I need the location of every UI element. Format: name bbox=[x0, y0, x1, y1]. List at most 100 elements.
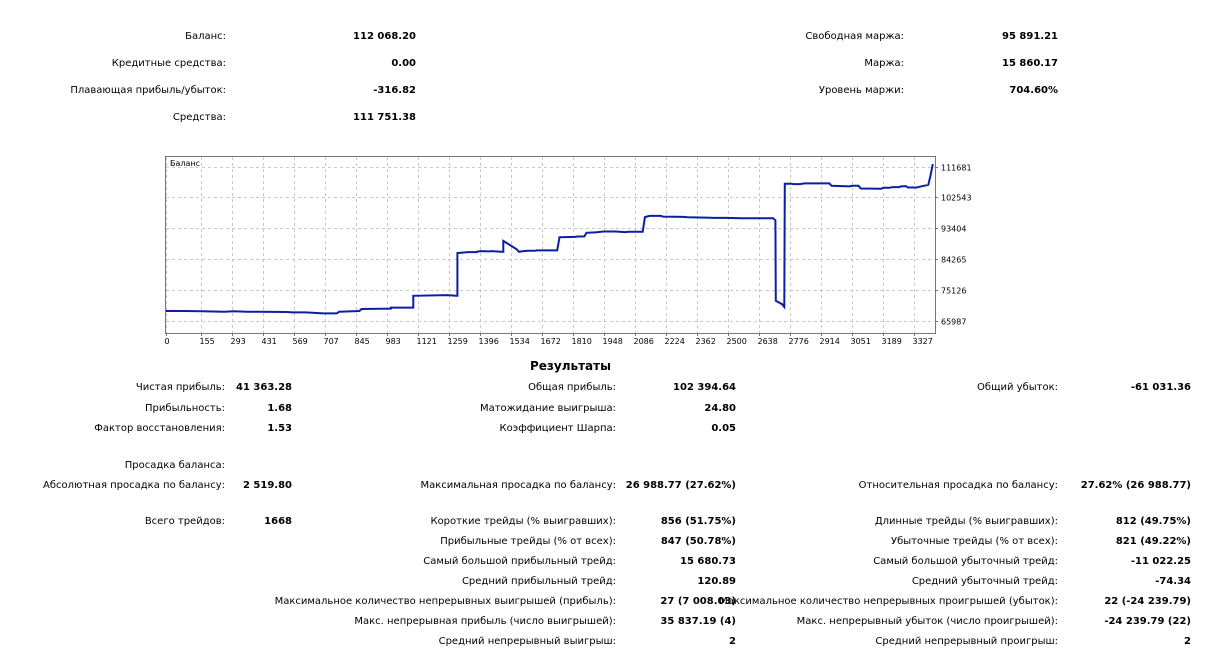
margin-value: 15 860.17 bbox=[1002, 58, 1058, 69]
largest-profit-value: 15 680.73 bbox=[680, 556, 736, 567]
gross-profit-label: Общая прибыль: bbox=[528, 382, 616, 393]
max-consec-losses-label: Максимальное количество непрерывных прои… bbox=[719, 596, 1058, 607]
recovery-factor-label: Фактор восстановления: bbox=[94, 423, 225, 434]
x-tick-label: 3327 bbox=[913, 337, 933, 346]
x-tick-label: 3051 bbox=[851, 337, 871, 346]
largest-loss-value: -11 022.25 bbox=[1130, 556, 1191, 567]
profit-trades-label: Прибыльные трейды (% от всех): bbox=[440, 536, 616, 547]
loss-trades-value: 821 (49.22%) bbox=[1115, 536, 1191, 547]
floating-pl-label: Плавающая прибыль/убыток: bbox=[70, 85, 226, 96]
short-trades-value: 856 (51.75%) bbox=[660, 516, 736, 527]
x-tick-label: 2914 bbox=[820, 337, 840, 346]
max-consec-loss-label: Макс. непрерывный убыток (число проигрыш… bbox=[796, 616, 1058, 627]
rel-drawdown-value: 27.62% (26 988.77) bbox=[1080, 480, 1191, 491]
gross-loss-label: Общий убыток: bbox=[977, 382, 1058, 393]
profit-trades-value: 847 (50.78%) bbox=[660, 536, 736, 547]
margin-label: Маржа: bbox=[864, 58, 904, 69]
avg-profit-value: 120.89 bbox=[697, 576, 736, 587]
x-tick-label: 1810 bbox=[572, 337, 592, 346]
y-tick-label: 75126 bbox=[941, 287, 966, 296]
avg-consec-losses-value: 2 bbox=[1184, 636, 1191, 647]
balance-series-line bbox=[166, 163, 934, 315]
gross-loss-value: -61 031.36 bbox=[1130, 382, 1191, 393]
expected-payoff-label: Матожидание выигрыша: bbox=[479, 403, 616, 414]
x-tick-label: 569 bbox=[293, 337, 308, 346]
avg-consec-losses-label: Средний непрерывный проигрыш: bbox=[875, 636, 1058, 647]
y-tick-label: 102543 bbox=[941, 194, 972, 203]
gross-profit-value: 102 394.64 bbox=[673, 382, 736, 393]
max-consec-loss-value: -24 239.79 (22) bbox=[1104, 616, 1191, 627]
sharpe-label: Коэффициент Шарпа: bbox=[499, 423, 616, 434]
x-tick-label: 3189 bbox=[882, 337, 902, 346]
free-margin-label: Свободная маржа: bbox=[805, 31, 904, 42]
balance-value: 112 068.20 bbox=[353, 31, 416, 42]
drawdown-label: Просадка баланса: bbox=[124, 460, 225, 471]
max-consec-profit-label: Макс. непрерывная прибыль (число выигрыш… bbox=[354, 616, 616, 627]
rel-drawdown-label: Относительная просадка по балансу: bbox=[858, 480, 1058, 491]
equity-value: 111 751.38 bbox=[353, 112, 416, 123]
short-trades-label: Короткие трейды (% выигравших): bbox=[430, 516, 616, 527]
max-consec-wins-value: 27 (7 008.03) bbox=[660, 596, 736, 607]
sharpe-value: 0.05 bbox=[711, 423, 736, 434]
y-tick-label: 84265 bbox=[941, 256, 966, 265]
long-trades-value: 812 (49.75%) bbox=[1115, 516, 1191, 527]
avg-profit-label: Средний прибыльный трейд: bbox=[461, 576, 616, 587]
x-tick-label: 2086 bbox=[634, 337, 654, 346]
x-tick-label: 0 bbox=[165, 337, 170, 346]
x-tick-label: 2500 bbox=[727, 337, 747, 346]
x-tick-label: 1121 bbox=[417, 337, 437, 346]
x-tick-label: 2776 bbox=[789, 337, 809, 346]
x-tick-label: 707 bbox=[324, 337, 339, 346]
max-drawdown-label: Максимальная просадка по балансу: bbox=[420, 480, 616, 491]
chart-legend: Баланс bbox=[170, 159, 200, 168]
x-tick-label: 983 bbox=[386, 337, 401, 346]
y-tick-label: 93404 bbox=[941, 225, 966, 234]
largest-profit-label: Самый большой прибыльный трейд: bbox=[423, 556, 616, 567]
y-tick-label: 65987 bbox=[941, 318, 966, 327]
x-tick-label: 431 bbox=[262, 337, 277, 346]
results-title: Результаты bbox=[530, 359, 611, 373]
free-margin-value: 95 891.21 bbox=[1002, 31, 1058, 42]
profitability-value: 1.68 bbox=[267, 403, 292, 414]
balance-label: Баланс: bbox=[185, 31, 226, 42]
avg-loss-value: -74.34 bbox=[1155, 576, 1191, 587]
credit-label: Кредитные средства: bbox=[111, 58, 226, 69]
margin-level-value: 704.60% bbox=[1009, 85, 1058, 96]
x-tick-label: 2362 bbox=[696, 337, 716, 346]
equity-label: Средства: bbox=[172, 112, 226, 123]
loss-trades-label: Убыточные трейды (% от всех): bbox=[890, 536, 1058, 547]
avg-consec-wins-label: Средний непрерывный выигрыш: bbox=[438, 636, 616, 647]
credit-value: 0.00 bbox=[391, 58, 416, 69]
largest-loss-label: Самый большой убыточный трейд: bbox=[873, 556, 1058, 567]
long-trades-label: Длинные трейды (% выигравших): bbox=[874, 516, 1058, 527]
margin-level-label: Уровень маржи: bbox=[818, 85, 904, 96]
max-drawdown-value: 26 988.77 (27.62%) bbox=[625, 480, 736, 491]
max-consec-wins-label: Максимальное количество непрерывных выиг… bbox=[274, 596, 616, 607]
max-consec-losses-value: 22 (-24 239.79) bbox=[1104, 596, 1191, 607]
x-tick-label: 1534 bbox=[510, 337, 530, 346]
chart-frame bbox=[165, 156, 936, 334]
max-consec-profit-value: 35 837.19 (4) bbox=[660, 616, 736, 627]
avg-consec-wins-value: 2 bbox=[729, 636, 736, 647]
abs-drawdown-label: Абсолютная просадка по балансу: bbox=[43, 480, 225, 491]
avg-loss-label: Средний убыточный трейд: bbox=[911, 576, 1058, 587]
expected-payoff-value: 24.80 bbox=[704, 403, 736, 414]
net-profit-label: Чистая прибыль: bbox=[135, 382, 225, 393]
total-trades-value: 1668 bbox=[264, 516, 292, 527]
x-tick-label: 1259 bbox=[448, 337, 468, 346]
x-tick-label: 2224 bbox=[665, 337, 685, 346]
y-tick-label: 111681 bbox=[941, 164, 972, 173]
x-tick-label: 155 bbox=[200, 337, 215, 346]
x-tick-label: 1948 bbox=[603, 337, 623, 346]
recovery-factor-value: 1.53 bbox=[267, 423, 292, 434]
x-tick-label: 2638 bbox=[758, 337, 778, 346]
profitability-label: Прибыльность: bbox=[145, 403, 225, 414]
net-profit-value: 41 363.28 bbox=[236, 382, 292, 393]
total-trades-label: Всего трейдов: bbox=[144, 516, 225, 527]
x-tick-label: 845 bbox=[355, 337, 370, 346]
x-tick-label: 1672 bbox=[541, 337, 561, 346]
floating-pl-value: -316.82 bbox=[373, 85, 416, 96]
x-tick-label: 293 bbox=[231, 337, 246, 346]
x-tick-label: 1396 bbox=[479, 337, 499, 346]
